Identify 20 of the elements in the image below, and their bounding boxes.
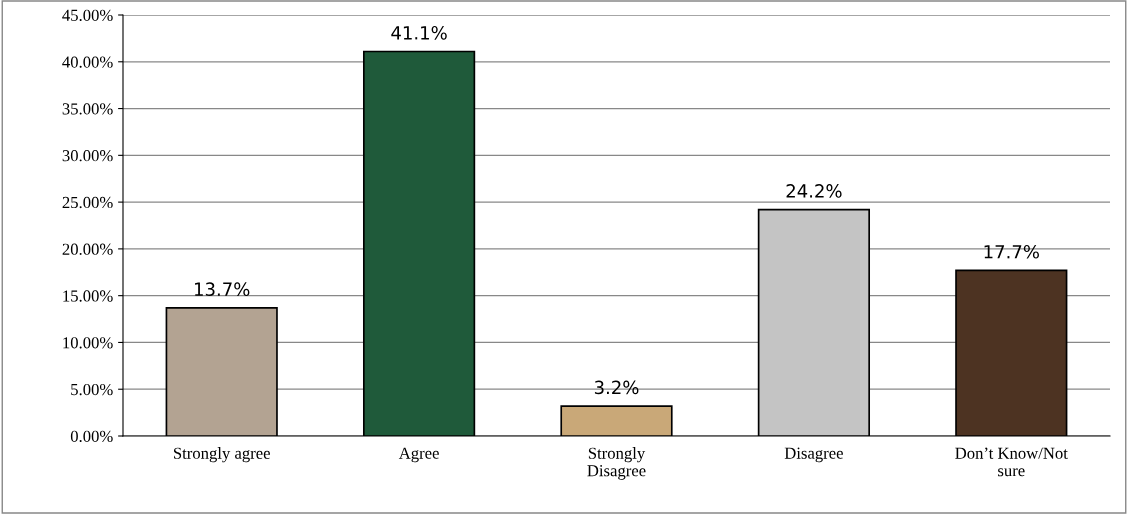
x-tick-label: Strongly agree (173, 447, 270, 463)
data-label: 17.7% (984, 244, 1039, 259)
data-label: 24.2% (786, 184, 842, 198)
x-tick-label: Strongly Disagree (587, 447, 646, 480)
y-tick-label: 5.00% (71, 383, 113, 396)
x-tick-label: Disagree (784, 447, 843, 463)
data-label: 13.7% (195, 282, 250, 296)
y-tick-label: 25.00% (62, 196, 113, 209)
y-tick-label: 10.00% (63, 337, 113, 349)
y-tick-label: 40.00% (62, 56, 113, 68)
y-tick-label: 20.00% (62, 243, 113, 255)
data-label: 3.2% (594, 380, 639, 395)
x-tick-label: Agree (398, 447, 439, 463)
y-tick-label: 30.00% (62, 150, 113, 162)
x-tick-label: Don’t Know/Not sure (955, 447, 1068, 477)
y-tick-label: 35.00% (62, 103, 113, 115)
y-tick-label: 0.00% (70, 430, 113, 443)
data-label: 41.1% (391, 26, 447, 40)
y-tick-label: 45.00% (62, 9, 113, 22)
y-tick-label: 15.00% (63, 290, 113, 302)
